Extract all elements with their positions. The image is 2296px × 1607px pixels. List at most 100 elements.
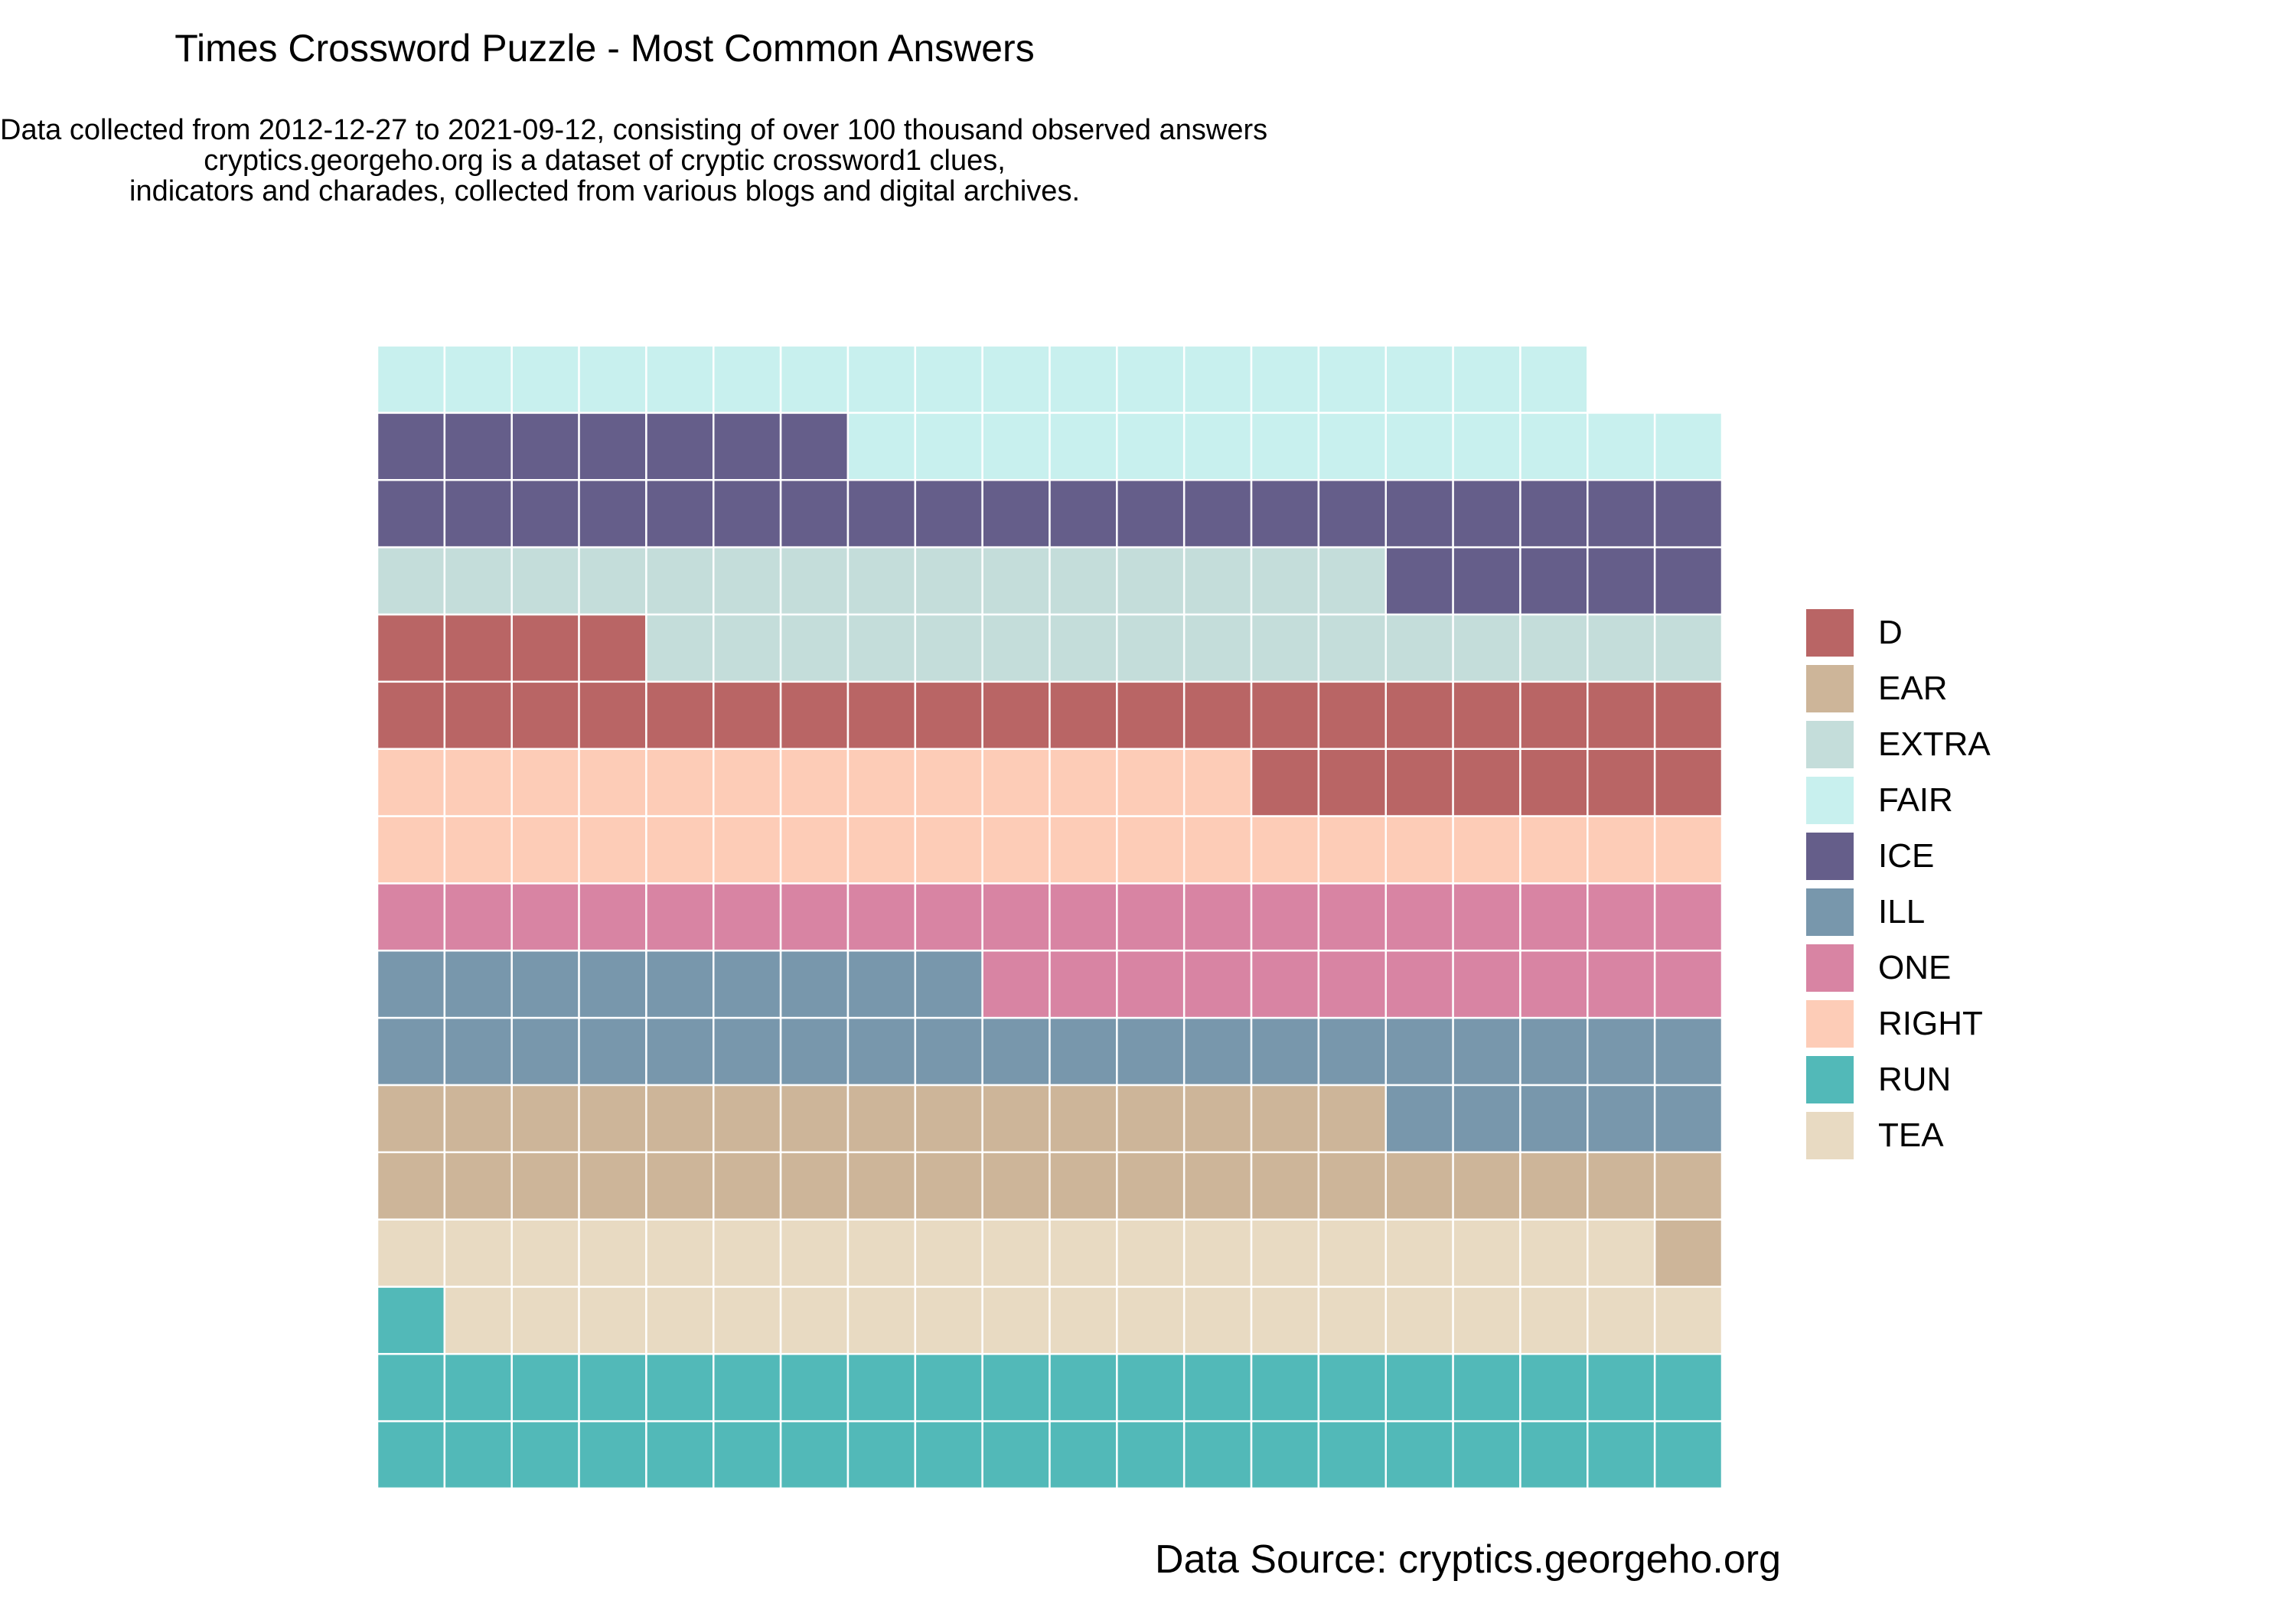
waffle-cell-extra-12 — [1384, 613, 1454, 683]
waffle-cell-ill-6 — [376, 1016, 446, 1087]
waffle-cell-one-31 — [1653, 882, 1724, 952]
waffle-cell-fair-8 — [1317, 412, 1388, 481]
waffle-cell-d-10 — [510, 680, 580, 750]
waffle-cell-run-24 — [578, 1353, 647, 1423]
waffle-cell-ice-32 — [779, 412, 850, 481]
waffle-cell-extra-4 — [846, 613, 917, 683]
waffle-cell-extra-21 — [645, 546, 715, 616]
waffle-cell-run-4 — [578, 1420, 647, 1490]
waffle-cell-tea-15 — [1384, 1286, 1454, 1355]
waffle-cell-d-3 — [1384, 748, 1454, 817]
waffle-cell-right-15 — [1317, 815, 1388, 885]
legend-swatch-ear — [1806, 664, 1854, 712]
waffle-cell-right-18 — [1519, 815, 1589, 885]
waffle-cell-ear-8 — [779, 1151, 850, 1221]
waffle-cell-d-4 — [1452, 748, 1521, 817]
waffle-cell-one-17 — [713, 882, 782, 952]
waffle-cell-d-27 — [1653, 680, 1724, 750]
waffle-cell-tea-9 — [981, 1286, 1051, 1355]
waffle-cell-tea-35 — [1384, 1218, 1454, 1288]
waffle-cell-fair-23 — [981, 344, 1051, 414]
waffle-cell-d-16 — [914, 680, 983, 750]
legend-label-fair: FAIR — [1878, 781, 1953, 819]
waffle-cell-ill-4 — [1587, 1084, 1656, 1154]
waffle-cell-ill-23 — [1519, 1016, 1589, 1087]
subtitle-line-1: Data collected from 2012-12-27 to 2021-0… — [0, 114, 1268, 146]
waffle-cell-one-2 — [1049, 949, 1118, 1019]
waffle-cell-d-31 — [578, 613, 647, 683]
waffle-cell-right-33 — [1182, 748, 1253, 817]
waffle-cell-tea-11 — [1116, 1286, 1186, 1355]
waffle-cell-ear-22 — [376, 1084, 446, 1154]
waffle-cell-tea-10 — [1049, 1286, 1118, 1355]
waffle-cell-tea-14 — [1317, 1286, 1388, 1355]
waffle-cell-fair-26 — [1182, 344, 1253, 414]
waffle-cell-ice-17 — [1116, 479, 1186, 549]
waffle-cell-extra-25 — [914, 546, 983, 616]
waffle-cell-fair-6 — [1182, 412, 1253, 481]
waffle-cell-ice-3 — [1519, 546, 1589, 616]
waffle-cell-run-33 — [1182, 1353, 1253, 1423]
waffle-cell-run-39 — [1587, 1353, 1656, 1423]
waffle-cell-extra-19 — [510, 546, 580, 616]
waffle-cell-extra-17 — [376, 546, 446, 616]
waffle-cell-ice-28 — [510, 412, 580, 481]
waffle-cell-ear-6 — [645, 1151, 715, 1221]
waffle-cell-right-30 — [981, 748, 1051, 817]
waffle-cell-fair-22 — [914, 344, 983, 414]
legend-item-right: RIGHT — [1806, 996, 1991, 1051]
data-source-caption: Data Source: cryptics.georgeho.org — [1155, 1537, 1781, 1582]
legend-item-tea: TEA — [1806, 1107, 1991, 1163]
legend-item-ice: ICE — [1806, 828, 1991, 884]
waffle-cell-run-36 — [1384, 1353, 1454, 1423]
waffle-cell-ear-21 — [1653, 1151, 1724, 1221]
waffle-cell-tea-30 — [1049, 1218, 1118, 1288]
waffle-cell-run-26 — [713, 1353, 782, 1423]
waffle-cell-right-1 — [376, 815, 446, 885]
waffle-cell-fair-7 — [1250, 412, 1320, 481]
legend-item-extra: EXTRA — [1806, 716, 1991, 772]
legend-label-ear: EAR — [1878, 669, 1948, 707]
waffle-cell-tea-4 — [645, 1286, 715, 1355]
waffle-cell-d-2 — [1317, 748, 1388, 817]
waffle-cell-one-22 — [1049, 882, 1118, 952]
waffle-cell-right-25 — [645, 748, 715, 817]
waffle-cell-extra-15 — [1587, 613, 1656, 683]
waffle-cell-right-14 — [1250, 815, 1320, 885]
waffle-cell-one-6 — [1317, 949, 1388, 1019]
waffle-cell-ear-3 — [443, 1151, 513, 1221]
waffle-cell-right-2 — [443, 815, 513, 885]
waffle-cell-ice-2 — [1452, 546, 1521, 616]
waffle-cell-d-24 — [1452, 680, 1521, 750]
waffle-cell-ill-22 — [1452, 1016, 1521, 1087]
waffle-cell-one-24 — [1182, 882, 1253, 952]
waffle-cell-fair-10 — [1452, 412, 1521, 481]
waffle-cell-run-11 — [1049, 1420, 1118, 1490]
waffle-cell-run-10 — [981, 1420, 1051, 1490]
waffle-cell-right-29 — [914, 748, 983, 817]
legend-item-run: RUN — [1806, 1051, 1991, 1107]
waffle-cell-ill-29 — [578, 949, 647, 1019]
waffle-cell-right-3 — [510, 815, 580, 885]
waffle-cell-ill-30 — [645, 949, 715, 1019]
waffle-cell-ear-25 — [578, 1084, 647, 1154]
waffle-cell-run-32 — [1116, 1353, 1186, 1423]
waffle-cell-ice-19 — [1250, 479, 1320, 549]
legend-item-d: D — [1806, 605, 1991, 660]
waffle-cell-d-15 — [846, 680, 917, 750]
waffle-cell-one-15 — [578, 882, 647, 952]
legend-label-ice: ICE — [1878, 836, 1935, 875]
waffle-cell-fair-17 — [578, 344, 647, 414]
waffle-cell-ear-11 — [981, 1151, 1051, 1221]
waffle-cell-run-41 — [376, 1286, 446, 1355]
waffle-cell-ice-7 — [443, 479, 513, 549]
waffle-cell-ill-19 — [1250, 1016, 1320, 1087]
waffle-cell-tea-1 — [443, 1286, 513, 1355]
waffle-cell-run-12 — [1116, 1420, 1186, 1490]
waffle-cell-tea-16 — [1452, 1286, 1521, 1355]
chart-subtitle: Data collected from 2012-12-27 to 2021-0… — [0, 114, 1268, 207]
waffle-cell-tea-37 — [1519, 1218, 1589, 1288]
waffle-cell-one-5 — [1250, 949, 1320, 1019]
waffle-cell-ear-10 — [914, 1151, 983, 1221]
waffle-cell-ill-14 — [914, 1016, 983, 1087]
